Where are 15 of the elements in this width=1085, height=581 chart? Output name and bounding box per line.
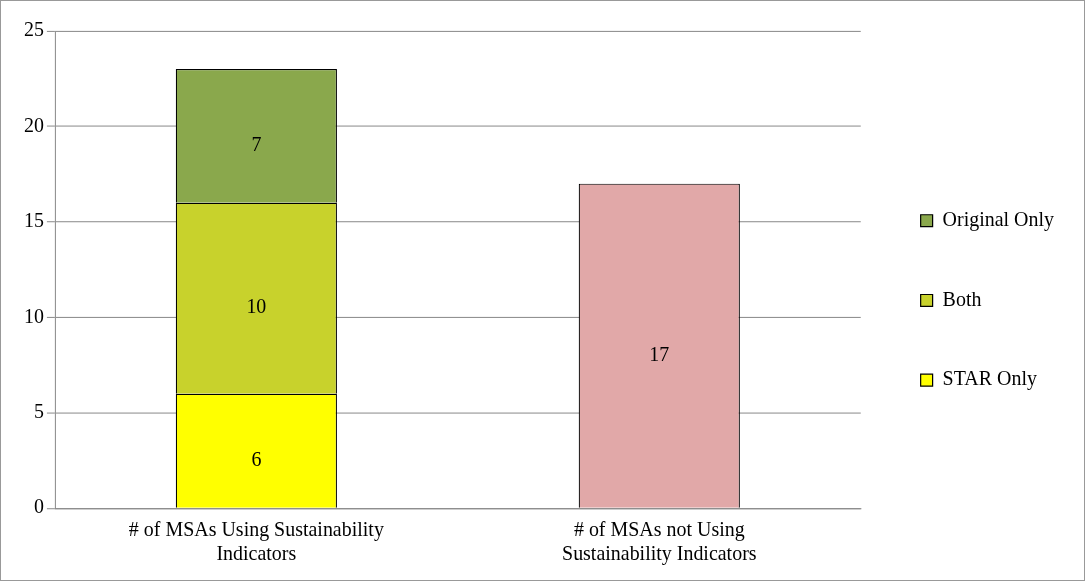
legend-label: STAR Only bbox=[942, 367, 1037, 391]
data-label: 6 bbox=[251, 447, 262, 470]
legend-label: Original Only bbox=[942, 207, 1055, 231]
data-label: 10 bbox=[246, 295, 267, 318]
y-tick-label: 0 bbox=[33, 495, 44, 518]
y-tick-label: 15 bbox=[23, 209, 44, 232]
x-tick-label: # of MSAs Using Sustainability Indicators bbox=[128, 518, 384, 565]
y-tick-label: 25 bbox=[23, 18, 44, 41]
legend-label: Both bbox=[942, 287, 982, 310]
data-label: 7 bbox=[251, 133, 262, 156]
y-tick-label: 10 bbox=[23, 304, 44, 327]
y-tick-label: 20 bbox=[23, 113, 44, 136]
data-label: 17 bbox=[649, 342, 670, 365]
y-tick-label: 5 bbox=[33, 400, 44, 423]
x-tick-label: # of MSAs not Using Sustainability Indicators bbox=[562, 518, 757, 566]
